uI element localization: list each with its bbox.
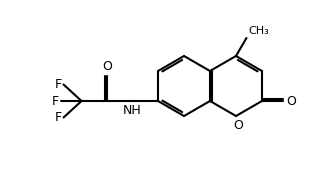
Text: O: O: [102, 60, 112, 73]
Text: F: F: [54, 78, 61, 91]
Text: NH: NH: [123, 104, 142, 117]
Text: CH₃: CH₃: [249, 26, 269, 36]
Text: F: F: [54, 111, 61, 124]
Text: O: O: [286, 94, 296, 108]
Text: O: O: [233, 119, 243, 132]
Text: F: F: [51, 94, 59, 108]
